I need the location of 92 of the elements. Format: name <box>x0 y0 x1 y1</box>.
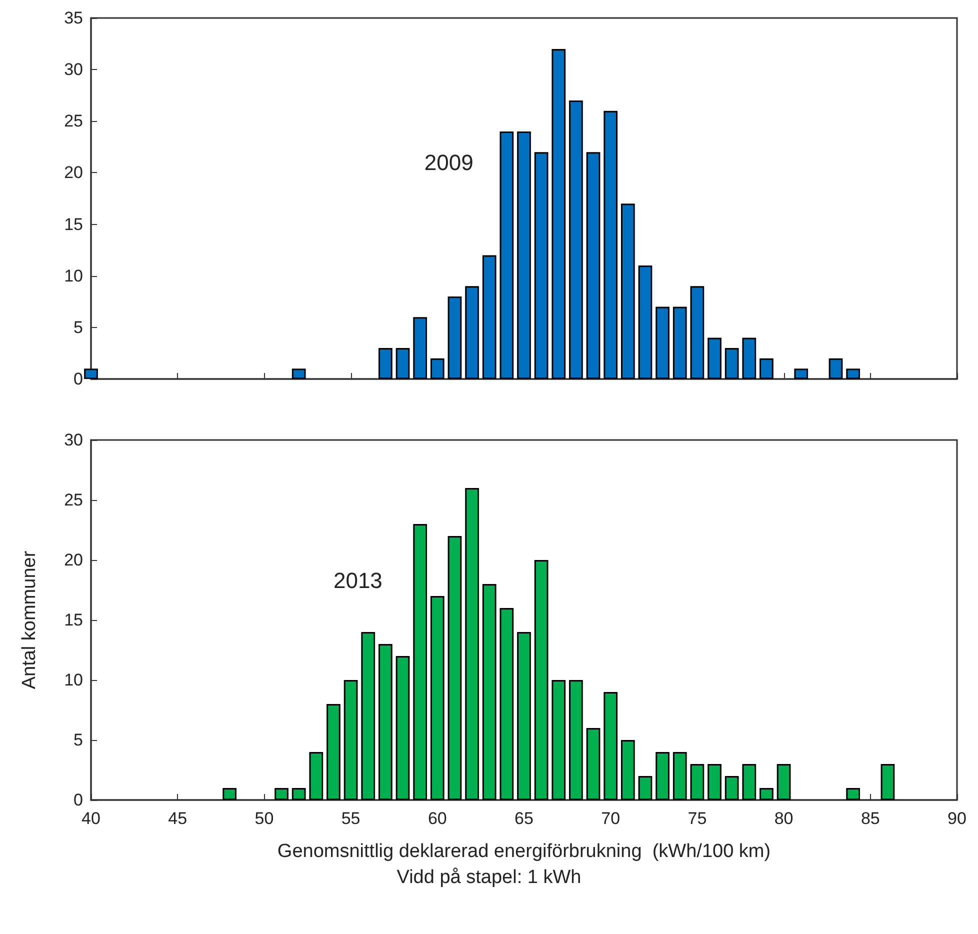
x-tick-label: 45 <box>168 809 188 828</box>
bar <box>361 632 376 800</box>
bar <box>708 338 722 379</box>
bar <box>413 317 428 379</box>
bar <box>517 131 531 379</box>
bar <box>292 788 306 800</box>
y-tick-label: 20 <box>64 163 83 182</box>
bar <box>500 131 514 379</box>
x-tick-label: 40 <box>82 809 100 828</box>
bar <box>724 348 739 379</box>
y-tick-label: 30 <box>64 60 83 80</box>
bar <box>326 704 340 800</box>
annotation: 2013 <box>333 568 382 594</box>
x-tick-label: 70 <box>601 809 620 828</box>
x-tick-label: 75 <box>688 809 707 828</box>
bar <box>430 358 444 379</box>
bar <box>656 306 670 379</box>
bar <box>620 740 635 800</box>
x-tick-label: 50 <box>254 809 274 828</box>
bar <box>552 680 566 800</box>
bar <box>776 764 791 800</box>
x-tick-label: 85 <box>860 809 880 828</box>
y-tick-label: 10 <box>64 670 83 690</box>
y-tick-label: 0 <box>74 370 83 388</box>
bar <box>482 584 496 800</box>
y-tick-label: 20 <box>64 550 83 570</box>
y-tick-label: 10 <box>64 266 83 286</box>
bar <box>638 266 652 379</box>
bar <box>742 764 756 800</box>
bar <box>465 286 479 379</box>
bar <box>760 788 774 800</box>
y-tick-label: 5 <box>74 318 83 337</box>
bar <box>846 368 860 379</box>
bar <box>396 348 410 379</box>
bar <box>690 286 704 379</box>
y-tick-label: 15 <box>64 610 83 630</box>
bar <box>690 764 704 800</box>
bar <box>84 368 98 379</box>
x-tick-label: 60 <box>428 809 447 828</box>
text: Vidd på stapel: 1 kWh <box>396 867 582 888</box>
bar <box>292 368 306 379</box>
y-axis-title: Antal kommuner <box>19 550 40 690</box>
bar <box>378 348 392 379</box>
bar <box>534 560 548 800</box>
bar <box>672 752 687 800</box>
bar <box>430 596 444 800</box>
bar <box>846 788 860 800</box>
bar <box>413 524 428 800</box>
bar <box>448 536 462 800</box>
bar <box>448 296 462 379</box>
x-tick-label: 80 <box>774 809 794 828</box>
bar <box>500 608 514 800</box>
bar <box>552 48 566 379</box>
bar <box>222 788 236 800</box>
bar <box>569 100 583 379</box>
bar <box>828 358 843 379</box>
bar <box>569 680 583 800</box>
bar <box>620 204 635 379</box>
bar <box>465 488 479 800</box>
bar <box>656 752 670 800</box>
bar <box>344 680 358 800</box>
bar <box>794 368 808 379</box>
y-tick-label: 25 <box>64 112 83 131</box>
y-tick-label: 25 <box>64 490 83 510</box>
bar <box>672 306 687 379</box>
bar <box>708 764 722 800</box>
bar <box>638 776 652 800</box>
bar <box>482 255 496 379</box>
x-axis-title: Genomsnittlig deklarerad energiförbrukning (kWh/100 km) <box>277 841 771 862</box>
bar <box>760 358 774 379</box>
y-tick-label: 30 <box>64 430 83 450</box>
bar <box>396 656 410 800</box>
annotation: 2009 <box>424 150 474 176</box>
x-tick-label: 55 <box>341 809 360 828</box>
x-tick-label: 90 <box>948 809 966 828</box>
bar <box>517 632 531 800</box>
bar <box>586 152 600 379</box>
bar <box>274 788 288 800</box>
bar <box>742 338 756 379</box>
bar <box>724 776 739 800</box>
x-tick-label: 65 <box>514 809 534 828</box>
bar <box>378 644 392 800</box>
bar <box>604 692 618 800</box>
y-tick-label: 0 <box>74 790 83 810</box>
bar <box>586 728 600 800</box>
bar <box>309 752 324 800</box>
bar <box>534 152 548 379</box>
y-tick-label: 5 <box>74 730 83 750</box>
bar <box>604 110 618 379</box>
y-tick-label: 15 <box>64 214 83 234</box>
bar <box>880 764 895 800</box>
y-tick-label: 35 <box>64 8 83 28</box>
